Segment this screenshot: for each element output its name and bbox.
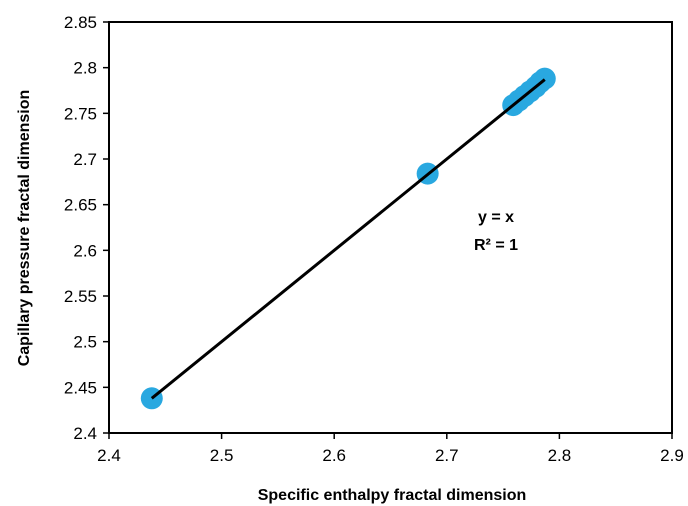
trendline-group <box>150 78 546 400</box>
x-tick-label: 2.7 <box>435 446 459 465</box>
y-tick-label: 2.75 <box>64 104 97 123</box>
x-tick-label: 2.4 <box>97 446 121 465</box>
y-tick-label: 2.55 <box>64 287 97 306</box>
y-tick-label: 2.5 <box>73 333 97 352</box>
y-tick-label: 2.45 <box>64 378 97 397</box>
x-tick-label: 2.8 <box>548 446 572 465</box>
y-tick-label: 2.85 <box>64 13 97 32</box>
y-tick-label: 2.65 <box>64 196 97 215</box>
x-axis: 2.4 2.5 2.6 2.7 2.8 2.9 <box>97 433 684 465</box>
y-tick-label: 2.7 <box>73 150 97 169</box>
x-tick-label: 2.5 <box>210 446 234 465</box>
x-tick-label: 2.9 <box>660 446 684 465</box>
y-tick-label: 2.4 <box>73 424 97 443</box>
x-axis-title: Specific enthalpy fractal dimension <box>258 487 527 504</box>
plot-area-frame <box>108 21 673 434</box>
y-tick-label: 2.8 <box>73 59 97 78</box>
x-tick-label: 2.6 <box>322 446 346 465</box>
trendline <box>150 78 546 400</box>
y-tick-label: 2.6 <box>73 241 97 260</box>
y-axis-title: Capillary pressure fractal dimension <box>16 90 33 367</box>
r-squared-annotation: R² = 1 <box>474 237 518 254</box>
y-axis: 2.4 2.45 2.5 2.55 2.6 2.65 2.7 2.75 2.8 2.85 <box>64 13 109 443</box>
equation-annotation: y = x <box>478 209 514 226</box>
